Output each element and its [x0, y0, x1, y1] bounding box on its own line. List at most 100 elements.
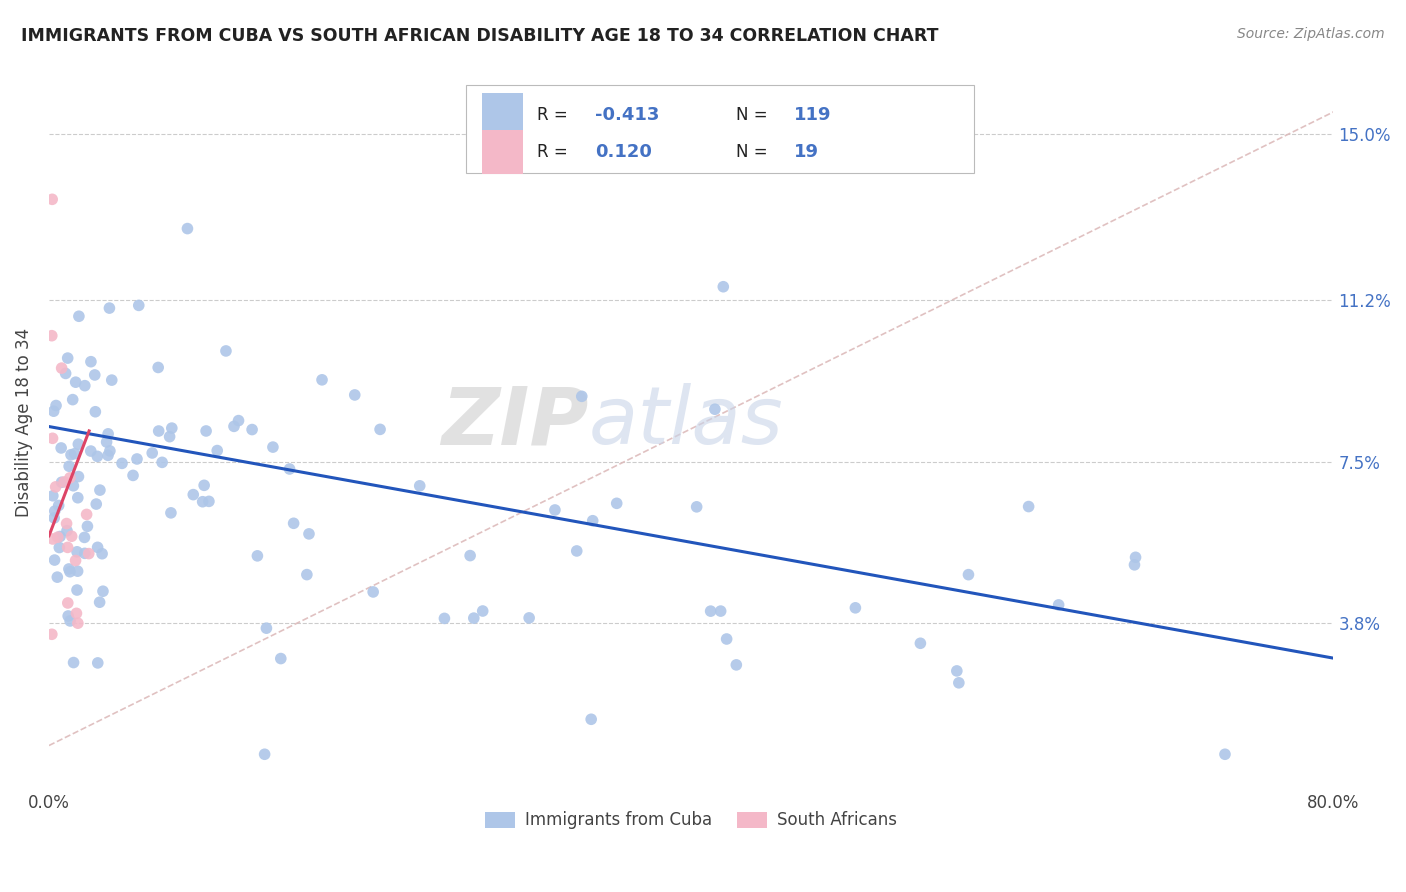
Point — [66, 616, 89, 631]
Point — [1018, 500, 1040, 514]
Point — [42, 404, 65, 418]
Point — [44, 511, 66, 525]
Point — [46, 530, 69, 544]
Point — [409, 479, 432, 493]
Point — [59, 565, 82, 579]
Point — [1047, 598, 1070, 612]
Text: atlas: atlas — [589, 384, 783, 461]
Point — [725, 657, 748, 672]
Point — [66, 564, 89, 578]
Point — [471, 604, 494, 618]
Point — [84, 405, 107, 419]
Point — [89, 483, 111, 497]
Point — [65, 607, 87, 621]
Point — [98, 301, 121, 315]
Point — [122, 468, 145, 483]
Point — [51, 361, 73, 376]
Point — [49, 441, 72, 455]
Point — [66, 491, 89, 505]
Point — [228, 414, 250, 428]
Point — [176, 221, 198, 235]
Point — [98, 443, 121, 458]
Point — [89, 595, 111, 609]
Point — [67, 469, 90, 483]
Point — [571, 389, 593, 403]
Point — [56, 596, 79, 610]
Point — [148, 424, 170, 438]
Point — [56, 609, 79, 624]
Point — [699, 604, 721, 618]
Point — [83, 368, 105, 382]
Point — [84, 497, 107, 511]
Point — [716, 632, 738, 646]
Point — [517, 611, 540, 625]
Point — [48, 499, 70, 513]
Text: R =: R = — [537, 106, 574, 124]
Point — [76, 519, 98, 533]
Point — [49, 529, 72, 543]
Point — [67, 437, 90, 451]
Text: 19: 19 — [794, 143, 818, 161]
Point — [278, 462, 301, 476]
Point — [148, 360, 170, 375]
Point — [59, 614, 82, 628]
Point — [160, 421, 183, 435]
Point — [60, 529, 83, 543]
Point — [73, 546, 96, 560]
Point — [51, 475, 73, 490]
Point — [41, 192, 63, 206]
Point — [55, 516, 77, 531]
Point — [44, 504, 66, 518]
Point — [86, 541, 108, 555]
Point — [711, 279, 734, 293]
Point — [295, 567, 318, 582]
Point — [87, 656, 110, 670]
Point — [58, 562, 80, 576]
Point — [65, 375, 87, 389]
Point — [246, 549, 269, 563]
Point — [76, 508, 98, 522]
Point — [685, 500, 707, 514]
Point — [59, 471, 82, 485]
Point — [463, 611, 485, 625]
Point — [198, 494, 221, 508]
Point — [42, 489, 65, 503]
Point — [579, 712, 602, 726]
Legend: Immigrants from Cuba, South Africans: Immigrants from Cuba, South Africans — [478, 805, 904, 836]
Point — [66, 545, 89, 559]
Point — [160, 506, 183, 520]
Point — [703, 402, 725, 417]
Point — [311, 373, 333, 387]
Point — [125, 452, 148, 467]
Point — [1213, 747, 1236, 762]
Point — [45, 480, 67, 494]
Point — [91, 584, 114, 599]
Point — [77, 547, 100, 561]
Y-axis label: Disability Age 18 to 34: Disability Age 18 to 34 — [15, 327, 32, 516]
Point — [240, 423, 263, 437]
Point — [957, 567, 980, 582]
Point — [80, 444, 103, 458]
Point — [66, 582, 89, 597]
Point — [544, 503, 567, 517]
Point — [41, 627, 63, 641]
Point — [42, 532, 65, 546]
Point — [73, 530, 96, 544]
Point — [368, 422, 391, 436]
Point — [48, 541, 70, 555]
Point — [73, 378, 96, 392]
Point — [58, 459, 80, 474]
Point — [150, 455, 173, 469]
Point — [458, 549, 481, 563]
Point — [59, 448, 82, 462]
Point — [948, 675, 970, 690]
Point — [582, 514, 605, 528]
Text: IMMIGRANTS FROM CUBA VS SOUTH AFRICAN DISABILITY AGE 18 TO 34 CORRELATION CHART: IMMIGRANTS FROM CUBA VS SOUTH AFRICAN DI… — [21, 27, 939, 45]
Text: 0.120: 0.120 — [595, 143, 652, 161]
Point — [97, 426, 120, 441]
Point — [433, 611, 456, 625]
Point — [1123, 558, 1146, 572]
Point — [606, 496, 628, 510]
Point — [111, 456, 134, 470]
Point — [1125, 550, 1147, 565]
